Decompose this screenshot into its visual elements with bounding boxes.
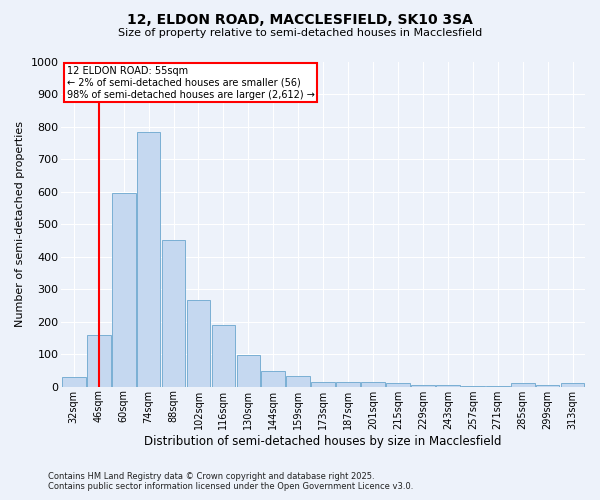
- Bar: [112, 193, 136, 386]
- Bar: [386, 383, 410, 386]
- Text: Contains HM Land Registry data © Crown copyright and database right 2025.
Contai: Contains HM Land Registry data © Crown c…: [48, 472, 413, 491]
- X-axis label: Distribution of semi-detached houses by size in Macclesfield: Distribution of semi-detached houses by …: [145, 434, 502, 448]
- Bar: [536, 385, 559, 386]
- Bar: [560, 383, 584, 386]
- Bar: [262, 372, 285, 386]
- Bar: [87, 336, 110, 386]
- Bar: [162, 240, 185, 386]
- Text: 12 ELDON ROAD: 55sqm
← 2% of semi-detached houses are smaller (56)
98% of semi-d: 12 ELDON ROAD: 55sqm ← 2% of semi-detach…: [67, 66, 314, 100]
- Y-axis label: Number of semi-detached properties: Number of semi-detached properties: [15, 121, 25, 327]
- Bar: [411, 385, 435, 386]
- Bar: [311, 382, 335, 386]
- Bar: [212, 325, 235, 386]
- Bar: [137, 132, 160, 386]
- Bar: [62, 377, 86, 386]
- Bar: [236, 355, 260, 386]
- Bar: [187, 300, 211, 386]
- Bar: [286, 376, 310, 386]
- Bar: [336, 382, 360, 386]
- Text: 12, ELDON ROAD, MACCLESFIELD, SK10 3SA: 12, ELDON ROAD, MACCLESFIELD, SK10 3SA: [127, 12, 473, 26]
- Text: Size of property relative to semi-detached houses in Macclesfield: Size of property relative to semi-detach…: [118, 28, 482, 38]
- Bar: [511, 384, 535, 386]
- Bar: [361, 382, 385, 386]
